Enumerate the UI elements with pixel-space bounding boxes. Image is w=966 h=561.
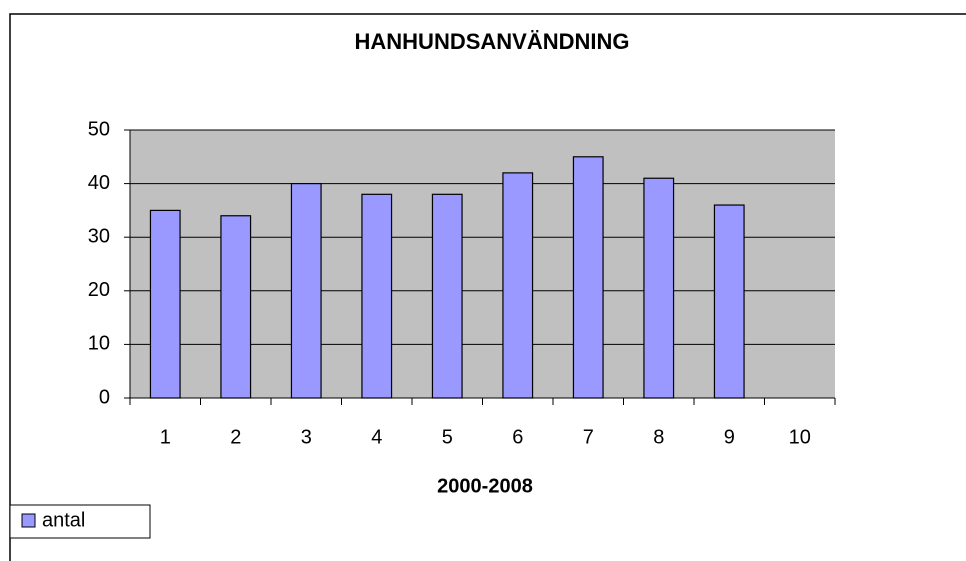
bar bbox=[220, 215, 252, 399]
y-tick-label: 0 bbox=[99, 386, 110, 408]
x-tick-label: 2 bbox=[230, 426, 241, 448]
bar bbox=[361, 193, 393, 399]
x-tick-label: 10 bbox=[789, 426, 811, 448]
legend-swatch bbox=[21, 513, 36, 528]
y-tick-label: 50 bbox=[88, 118, 110, 140]
x-tick-label: 1 bbox=[160, 426, 171, 448]
y-tick-label: 30 bbox=[88, 225, 110, 247]
chart-title: HANHUNDSANVÄNDNING bbox=[355, 29, 630, 54]
x-tick-label: 4 bbox=[371, 426, 382, 448]
y-tick-label: 40 bbox=[88, 172, 110, 194]
bar bbox=[431, 193, 463, 399]
bar bbox=[290, 183, 322, 399]
bar bbox=[713, 204, 745, 399]
x-tick-label: 5 bbox=[442, 426, 453, 448]
x-axis-label: 2000-2008 bbox=[437, 475, 533, 497]
legend-label: antal bbox=[42, 509, 85, 531]
y-tick-label: 20 bbox=[88, 279, 110, 301]
x-tick-label: 6 bbox=[512, 426, 523, 448]
bar bbox=[502, 172, 534, 399]
bar bbox=[572, 156, 604, 399]
x-tick-label: 3 bbox=[301, 426, 312, 448]
x-tick-label: 8 bbox=[653, 426, 664, 448]
x-tick-label: 7 bbox=[583, 426, 594, 448]
y-tick-label: 10 bbox=[88, 333, 110, 355]
bar bbox=[643, 177, 675, 399]
chart-border bbox=[9, 13, 966, 561]
bar bbox=[149, 209, 181, 399]
x-tick-label: 9 bbox=[724, 426, 735, 448]
